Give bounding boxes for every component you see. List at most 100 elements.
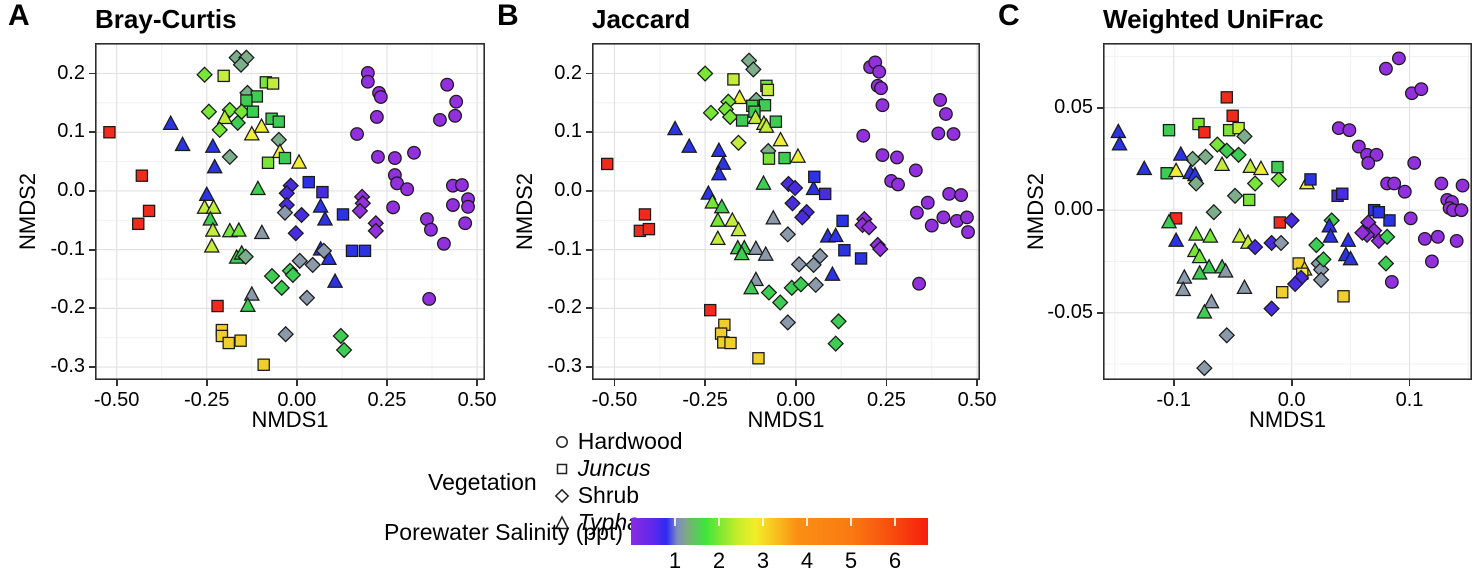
y-tick-mark [88,131,95,134]
data-point [818,187,832,201]
data-point [1213,155,1231,171]
plot-area-C [1103,43,1472,380]
data-point [710,141,728,157]
data-point [860,219,878,236]
data-point [276,204,294,221]
data-point [1387,176,1402,191]
x-axis-label: NMDS1 [747,407,825,432]
data-point [436,236,451,251]
data-point [1308,236,1325,254]
x-tick-mark [205,380,208,386]
y-tick-mark [88,72,95,75]
data-point [298,289,316,307]
data-point [1407,156,1422,170]
data-point [243,125,260,141]
data-point [448,108,463,123]
data-point [216,108,233,125]
data-point [211,121,228,139]
data-point [1397,184,1412,199]
data-point [721,108,739,126]
data-point [250,90,264,103]
data-point [807,276,825,294]
y-tick-label: -0.3 [547,355,582,378]
data-point [1378,228,1396,246]
data-point [1205,203,1223,221]
data-point [455,178,469,193]
data-point [312,197,329,213]
data-point [304,256,321,274]
data-point [1110,123,1127,139]
x-tick-label: -0.1 [1156,389,1191,411]
data-point [745,61,762,78]
colorbar-tick-mark [762,518,764,526]
data-point [1162,123,1176,137]
data-point [287,224,305,242]
x-tick-mark [794,380,797,386]
data-point [760,284,778,301]
plot-area-B [592,43,980,380]
data-point [135,169,149,182]
data-point [1384,275,1399,289]
data-point [204,221,222,237]
data-point [1361,156,1376,170]
data-point [790,256,808,273]
y-tick-label: -0.2 [547,296,582,319]
data-point [838,244,851,257]
data-point [386,200,401,215]
data-point [933,93,948,107]
data-point [1136,159,1153,176]
data-point [205,198,222,214]
x-tick-label: 0.0 [1277,389,1306,411]
x-tick-mark [976,380,978,386]
data-point [735,114,749,127]
data-point [243,285,260,301]
data-point [422,292,437,306]
data-point [1198,125,1211,139]
data-point [792,276,810,293]
data-point [779,226,797,243]
data-point [872,64,887,79]
data-point [924,218,939,233]
data-point [1218,142,1236,159]
data-point [1424,254,1439,269]
data-point [1342,250,1359,266]
y-tick-mark [585,131,592,134]
data-point [1372,205,1386,219]
colorbar-tick-label: 3 [756,548,770,572]
data-point [827,226,844,243]
vegetation-item-label: Shrub [577,482,640,508]
data-point [1263,300,1280,317]
data-point [709,211,726,227]
data-point [198,185,215,201]
y-tick-label: 0.0 [57,178,85,201]
panel-border [592,43,980,380]
data-point [724,336,737,350]
data-point [1242,157,1259,174]
x-axis-label: NMDS1 [1248,407,1326,432]
data-point [1369,147,1384,162]
data-point [954,188,969,202]
y-tick-label: 0.1 [57,120,85,143]
diamond-icon [554,488,569,503]
y-tick-mark [1096,209,1103,212]
data-point [257,358,270,371]
vegetation-item-hardwood: Hardwood [553,428,683,455]
y-tick-label: 0.00 [1054,198,1093,221]
data-point [1273,216,1287,229]
data-point [371,149,385,164]
vegetation-item-label: Typha [577,509,640,535]
data-point [1379,61,1393,76]
data-point [786,179,804,197]
data-point [1430,229,1445,244]
vegetation-item-label: Juncus [577,455,651,481]
vegetation-legend-title: Vegetation [428,468,537,495]
data-point [875,148,890,163]
square-icon [556,463,567,474]
data-point [273,279,290,297]
data-point [1322,227,1339,243]
plot-area-A [95,43,485,380]
data-point [316,185,329,199]
x-tick-mark [295,380,298,386]
data-point [290,153,308,169]
data-point [1196,359,1213,377]
